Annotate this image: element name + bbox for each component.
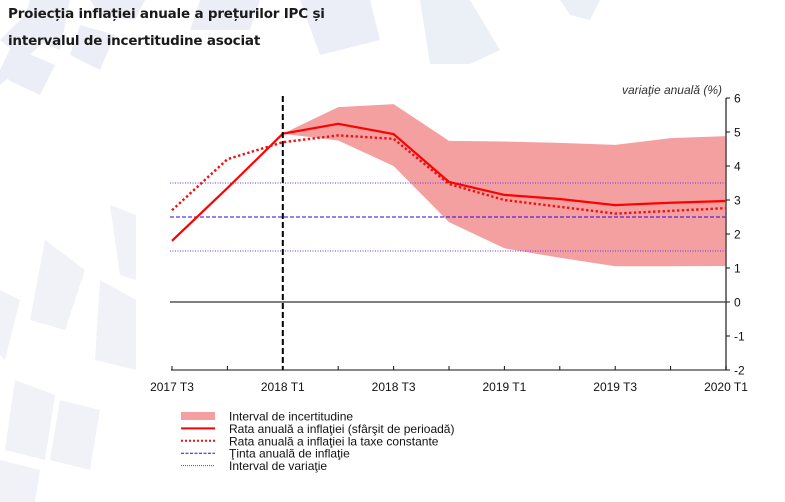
chart-panel: [136, 64, 785, 502]
deco-tile: [110, 205, 136, 280]
x-tick-label: 2017 T3: [150, 380, 194, 394]
legend-swatch-band: [181, 412, 215, 420]
uncertainty-band: [282, 104, 726, 267]
y-tick-label: 3: [734, 194, 741, 208]
y-tick-label: 2: [734, 228, 741, 242]
deco-tile: [420, 0, 500, 64]
deco-tile: [190, 0, 260, 30]
legend-label: Interval de incertitudine: [229, 410, 353, 424]
x-tick-label: 2018 T3: [372, 380, 416, 394]
y-axis-unit-label: variaţie anuală (%): [622, 83, 722, 97]
y-tick-label: 6: [734, 92, 741, 106]
x-tick-label: 2020 T1: [704, 380, 748, 394]
axes-layer: 6 5 4 3 2 1 0 -1 -2 2017 T3 2018 T1 2018 T3 2019 T1 2…: [150, 92, 748, 395]
series-layer: [171, 96, 727, 370]
chart-title-line-2: intervalul de incertitudine asociat: [8, 33, 261, 49]
chart-title-line-1: Proiecția inflației anuale a prețurilor …: [8, 6, 325, 22]
legend-item-solid: Rata anuală a inflaţiei (sfârşit de peri…: [181, 422, 454, 436]
deco-tile: [0, 290, 20, 360]
deco-tile: [5, 380, 55, 460]
legend-item-band: Interval de incertitudine: [181, 410, 353, 424]
y-tick-label: -2: [734, 364, 745, 378]
legend-item-variation: Interval de variaţie: [181, 459, 327, 473]
legend-label: Rata anuală a inflaţiei la taxe constant…: [229, 434, 439, 448]
x-tick-label: 2019 T3: [593, 380, 637, 394]
legend-label: Ţinta anuală de inflaţie: [229, 447, 350, 461]
y-tick-label: 0: [734, 296, 741, 310]
y-tick-label: 4: [734, 160, 741, 174]
reference-lines-layer: [170, 182, 726, 303]
legend-item-dotted: Rata anuală a inflaţiei la taxe constant…: [181, 434, 439, 448]
legend-label: Rata anuală a inflaţiei (sfârşit de peri…: [229, 422, 454, 436]
deco-tile: [95, 280, 136, 370]
deco-tile: [20, 0, 70, 50]
deco-tile: [30, 240, 85, 330]
x-tick-label: 2019 T1: [482, 380, 526, 394]
deco-tile: [300, 0, 380, 55]
deco-tile: [0, 45, 25, 85]
deco-tile: [560, 0, 600, 20]
y-tick-label: 1: [734, 262, 741, 276]
y-tick-label: -1: [734, 330, 745, 344]
uncertainty-band-layer: [282, 104, 726, 267]
deco-tile: [50, 400, 100, 470]
x-tick-label: 2018 T1: [261, 380, 305, 394]
y-tick-label: 5: [734, 126, 741, 140]
legend-item-target: Ţinta anuală de inflaţie: [181, 447, 350, 461]
deco-tile: [90, 0, 145, 20]
series-line-headline-inflation: [171, 122, 727, 242]
legend-label: Interval de variaţie: [229, 459, 327, 473]
deco-tile: [70, 25, 115, 70]
deco-tile: [0, 460, 40, 502]
